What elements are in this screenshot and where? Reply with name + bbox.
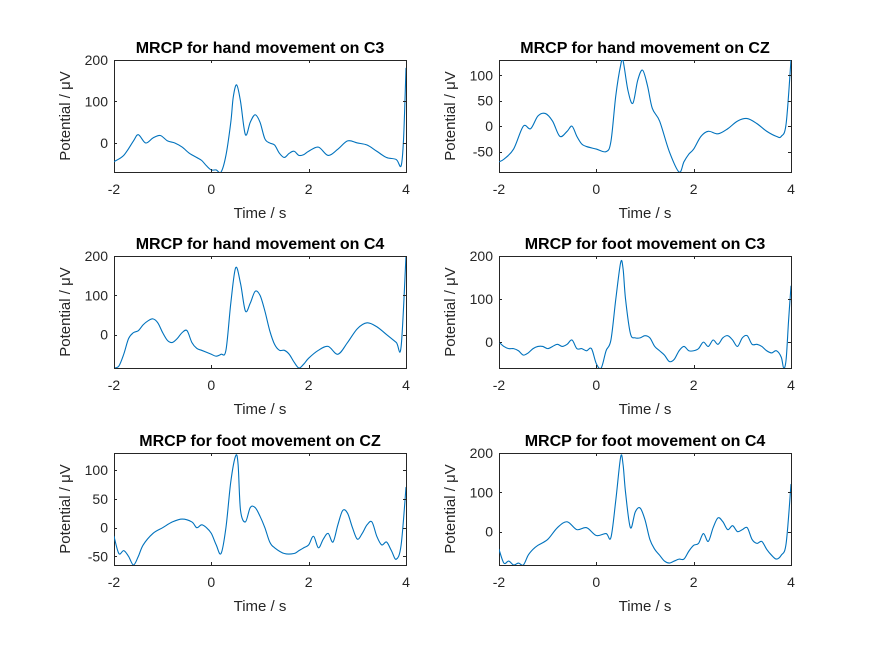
y-tick-label: 200 xyxy=(470,445,494,461)
y-tick-label: -50 xyxy=(473,144,493,160)
x-tick-label: 4 xyxy=(787,377,795,393)
y-tick-label: 100 xyxy=(85,462,109,478)
plot-frame xyxy=(499,256,792,369)
plot-frame xyxy=(114,256,407,369)
y-axis-label: Potential / μV xyxy=(442,71,459,161)
x-tick-label: 4 xyxy=(787,574,795,590)
subplot-6: -2 0 2 4 0 100 200 MRCP for foot movement on C4… xyxy=(442,433,795,615)
y-tick-label: 100 xyxy=(85,287,109,303)
x-tick-label: 0 xyxy=(592,181,600,197)
x-axis-label: Time / s xyxy=(234,598,287,615)
subplot-3: -2 0 2 4 0 100 200 MRCP for hand movement on C4… xyxy=(57,236,410,418)
y-tick-label: 200 xyxy=(470,248,494,264)
x-tick-label: 4 xyxy=(402,574,410,590)
subplot-title: MRCP for foot movement on C3 xyxy=(525,236,766,253)
subplot-5: -2 0 2 4 -50 0 50 100 MRCP for foot movement on … xyxy=(57,433,410,615)
y-axis-label: Potential / μV xyxy=(442,267,459,357)
x-tick-label: -2 xyxy=(493,574,506,590)
subplot-4: -2 0 2 4 0 100 200 MRCP for foot movement on C3… xyxy=(442,236,795,418)
x-tick-label: 0 xyxy=(592,377,600,393)
y-tick-label: -50 xyxy=(88,548,108,564)
x-tick-label: 0 xyxy=(207,574,215,590)
y-axis-label: Potential / μV xyxy=(57,71,74,161)
x-tick-label: -2 xyxy=(493,377,506,393)
series-line xyxy=(114,454,406,565)
x-tick-label: 2 xyxy=(690,181,698,197)
x-tick-label: 2 xyxy=(690,377,698,393)
y-tick-label: 200 xyxy=(85,248,109,264)
subplot-2: -2 0 2 4 -50 0 50 100 MRCP for hand movement on … xyxy=(442,40,795,222)
subplot-title: MRCP for foot movement on C4 xyxy=(525,433,766,450)
series-line xyxy=(499,60,791,172)
y-tick-label: 100 xyxy=(470,484,494,500)
series-line xyxy=(499,454,791,565)
x-tick-label: 2 xyxy=(305,377,313,393)
x-tick-label: 4 xyxy=(402,377,410,393)
y-axis-label: Potential / μV xyxy=(57,464,74,554)
x-tick-label: -2 xyxy=(493,181,506,197)
y-tick-label: 0 xyxy=(485,334,493,350)
y-axis-label: Potential / μV xyxy=(57,267,74,357)
plot-frame xyxy=(114,453,407,566)
x-tick-label: 0 xyxy=(592,574,600,590)
series-line xyxy=(114,67,406,172)
x-tick-label: 2 xyxy=(305,574,313,590)
x-tick-label: -2 xyxy=(108,377,121,393)
x-tick-label: 2 xyxy=(690,574,698,590)
x-axis-label: Time / s xyxy=(619,205,672,222)
x-tick-label: 4 xyxy=(402,181,410,197)
y-tick-label: 0 xyxy=(485,118,493,134)
plot-frame xyxy=(114,60,407,173)
y-tick-label: 100 xyxy=(470,67,494,83)
x-tick-label: 4 xyxy=(787,181,795,197)
series-line xyxy=(114,256,406,368)
x-axis-label: Time / s xyxy=(234,205,287,222)
x-tick-label: 0 xyxy=(207,181,215,197)
subplot-1: -2 0 2 4 0 100 200 MRCP for hand movement on C3… xyxy=(57,40,410,222)
subplot-title: MRCP for hand movement on CZ xyxy=(520,40,770,57)
y-tick-label: 50 xyxy=(477,93,493,109)
y-tick-label: 100 xyxy=(470,291,494,307)
subplot-title: MRCP for hand movement on C3 xyxy=(136,40,385,57)
series-line xyxy=(499,259,791,368)
subplot-title: MRCP for hand movement on C4 xyxy=(136,236,385,253)
y-axis-label: Potential / μV xyxy=(442,464,459,554)
y-tick-label: 0 xyxy=(485,524,493,540)
x-tick-label: -2 xyxy=(108,574,121,590)
y-tick-label: 0 xyxy=(100,327,108,343)
y-tick-label: 200 xyxy=(85,52,109,68)
subplot-title: MRCP for foot movement on CZ xyxy=(139,433,381,450)
x-axis-label: Time / s xyxy=(619,401,672,418)
y-tick-label: 0 xyxy=(100,135,108,151)
x-tick-label: -2 xyxy=(108,181,121,197)
y-tick-label: 50 xyxy=(92,491,108,507)
x-tick-label: 2 xyxy=(305,181,313,197)
x-axis-label: Time / s xyxy=(234,401,287,418)
y-tick-label: 100 xyxy=(85,93,109,109)
x-axis-label: Time / s xyxy=(619,598,672,615)
plot-frame xyxy=(499,453,792,566)
y-tick-label: 0 xyxy=(100,520,108,536)
x-tick-label: 0 xyxy=(207,377,215,393)
